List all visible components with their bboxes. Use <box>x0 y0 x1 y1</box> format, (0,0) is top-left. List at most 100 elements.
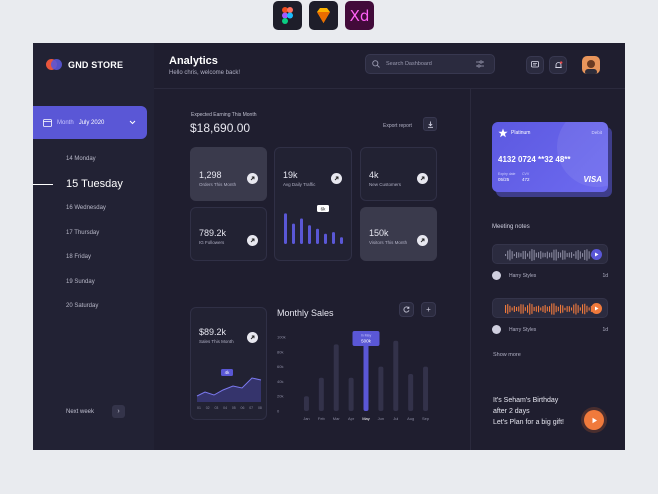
waveform-bar <box>535 252 537 258</box>
day-item[interactable]: 14 Monday <box>66 156 96 162</box>
arrow-up-right-icon[interactable] <box>247 332 258 343</box>
waveform-bar <box>584 250 586 260</box>
x-tick-label: Sep <box>422 416 430 421</box>
day-item[interactable]: 18 Friday <box>66 254 92 260</box>
bar[interactable] <box>318 377 324 411</box>
stat-card-orders[interactable]: 1,298 Orders This Month <box>190 147 267 201</box>
sales-card[interactable]: $89.2k Sales This Month 4k 01 02 03 04 05 06 07… <box>190 307 267 420</box>
waveform-bar <box>575 251 577 259</box>
card-network: VISA <box>583 175 602 184</box>
traffic-bar <box>292 223 295 244</box>
bar[interactable] <box>378 366 384 411</box>
card-decoration <box>557 122 608 187</box>
avatar <box>492 271 501 280</box>
next-week[interactable]: Next week › <box>66 405 126 418</box>
figma-icon <box>273 1 302 30</box>
stat-card-customers[interactable]: 4k New Customers <box>360 147 437 201</box>
bar[interactable] <box>303 396 309 411</box>
add-button[interactable]: + <box>421 302 436 317</box>
meeting-time: 1d <box>602 272 608 279</box>
arrow-up-right-icon[interactable] <box>417 235 428 246</box>
stat-card-followers[interactable]: 789.2k IG Followers <box>190 207 267 261</box>
traffic-bar-chart: 6k <box>284 205 343 244</box>
day-item[interactable]: 19 Sunday <box>66 278 95 285</box>
waveform-bar <box>553 303 555 315</box>
waveform-bar <box>538 305 540 313</box>
waveform-bar <box>518 306 520 312</box>
bar[interactable] <box>393 340 399 411</box>
voice-note-player[interactable] <box>492 244 608 264</box>
card-number: 4132 0724 **32 48** <box>498 155 571 164</box>
refresh-button[interactable] <box>399 302 414 317</box>
play-button[interactable] <box>591 303 602 314</box>
waveform-bar <box>546 251 548 259</box>
day-item-active[interactable]: 15 Tuesday <box>66 177 123 190</box>
download-icon <box>427 121 433 128</box>
brand-logo[interactable]: GND STORE <box>46 59 123 71</box>
waveform-bar <box>562 250 564 260</box>
day-item[interactable]: 16 Wednesday <box>66 205 106 211</box>
day-item[interactable]: 17 Thursday <box>66 229 100 236</box>
search-bar[interactable] <box>365 54 495 74</box>
day-item[interactable]: 20 Saturday <box>66 303 99 309</box>
arrow-up-right-icon[interactable] <box>331 173 342 184</box>
waveform-bar <box>518 252 520 258</box>
waveform-bar <box>566 253 568 257</box>
y-tick-label: 60k <box>277 364 283 369</box>
bar[interactable] <box>408 374 414 411</box>
credit-card[interactable]: Platinum Debit 4132 0724 **32 48** Expir… <box>492 122 608 192</box>
bar[interactable] <box>333 344 339 411</box>
meeting-item[interactable]: Harry Styles 1d <box>492 325 608 334</box>
stat-card-traffic[interactable]: 19k Avg Daily Traffic 6k <box>274 147 352 261</box>
birthday-play-button[interactable] <box>584 410 604 430</box>
waveform-bar <box>568 252 570 258</box>
waveform-bar <box>588 251 590 259</box>
stat-value: 789.2k <box>199 228 227 238</box>
waveform-bar <box>586 305 588 313</box>
arrow-up-right-icon[interactable] <box>247 235 258 246</box>
stat-label: Orders This Month <box>199 182 237 187</box>
bar[interactable] <box>423 366 429 411</box>
filter-icon[interactable] <box>476 60 484 68</box>
play-button[interactable] <box>591 249 602 260</box>
waveform-bar <box>579 307 581 311</box>
meeting-item[interactable]: Harry Styles 1d <box>492 271 608 280</box>
waveform-bar <box>562 305 564 313</box>
waveform-bar <box>531 249 533 261</box>
voice-note-player[interactable] <box>492 298 608 318</box>
stat-card-visitors[interactable]: 150k Visitors This Month <box>360 207 437 261</box>
chevron-right-icon[interactable]: › <box>112 405 126 418</box>
month-selector[interactable]: Month July 2020 <box>33 106 147 139</box>
user-avatar[interactable] <box>582 56 600 74</box>
search-icon <box>372 60 380 68</box>
y-tick-label: 20k <box>277 394 283 399</box>
notifications-button[interactable] <box>549 56 567 74</box>
stat-label: IG Followers <box>199 240 225 245</box>
bar[interactable] <box>348 377 354 411</box>
traffic-bar <box>316 228 319 244</box>
x-tick-label: Jun <box>378 416 384 421</box>
card-name: Platinum <box>511 130 531 136</box>
plus-icon: + <box>426 305 431 314</box>
waveform-bar <box>531 304 533 314</box>
waveform-bar <box>527 253 529 257</box>
waveform-bar <box>522 304 524 314</box>
export-label[interactable]: Export report <box>383 123 412 129</box>
export-button[interactable] <box>423 117 437 131</box>
search-input[interactable] <box>386 61 470 67</box>
bar-highlighted[interactable] <box>363 337 369 411</box>
messages-button[interactable] <box>526 56 544 74</box>
page-title: Analytics <box>169 55 218 67</box>
waveform-bar <box>564 250 566 260</box>
arrow-up-right-icon[interactable] <box>247 173 258 184</box>
waveform-bar <box>505 305 507 313</box>
waveform-bar <box>557 306 559 312</box>
arrow-up-right-icon[interactable] <box>417 173 428 184</box>
logo-icon <box>46 59 62 71</box>
waveform-bar <box>535 306 537 312</box>
show-more-link[interactable]: Show more <box>493 352 521 358</box>
column-divider <box>470 88 471 450</box>
traffic-tooltip: 6k <box>317 205 329 212</box>
waveform-bar <box>527 305 529 313</box>
card-type: Debit <box>591 130 602 135</box>
